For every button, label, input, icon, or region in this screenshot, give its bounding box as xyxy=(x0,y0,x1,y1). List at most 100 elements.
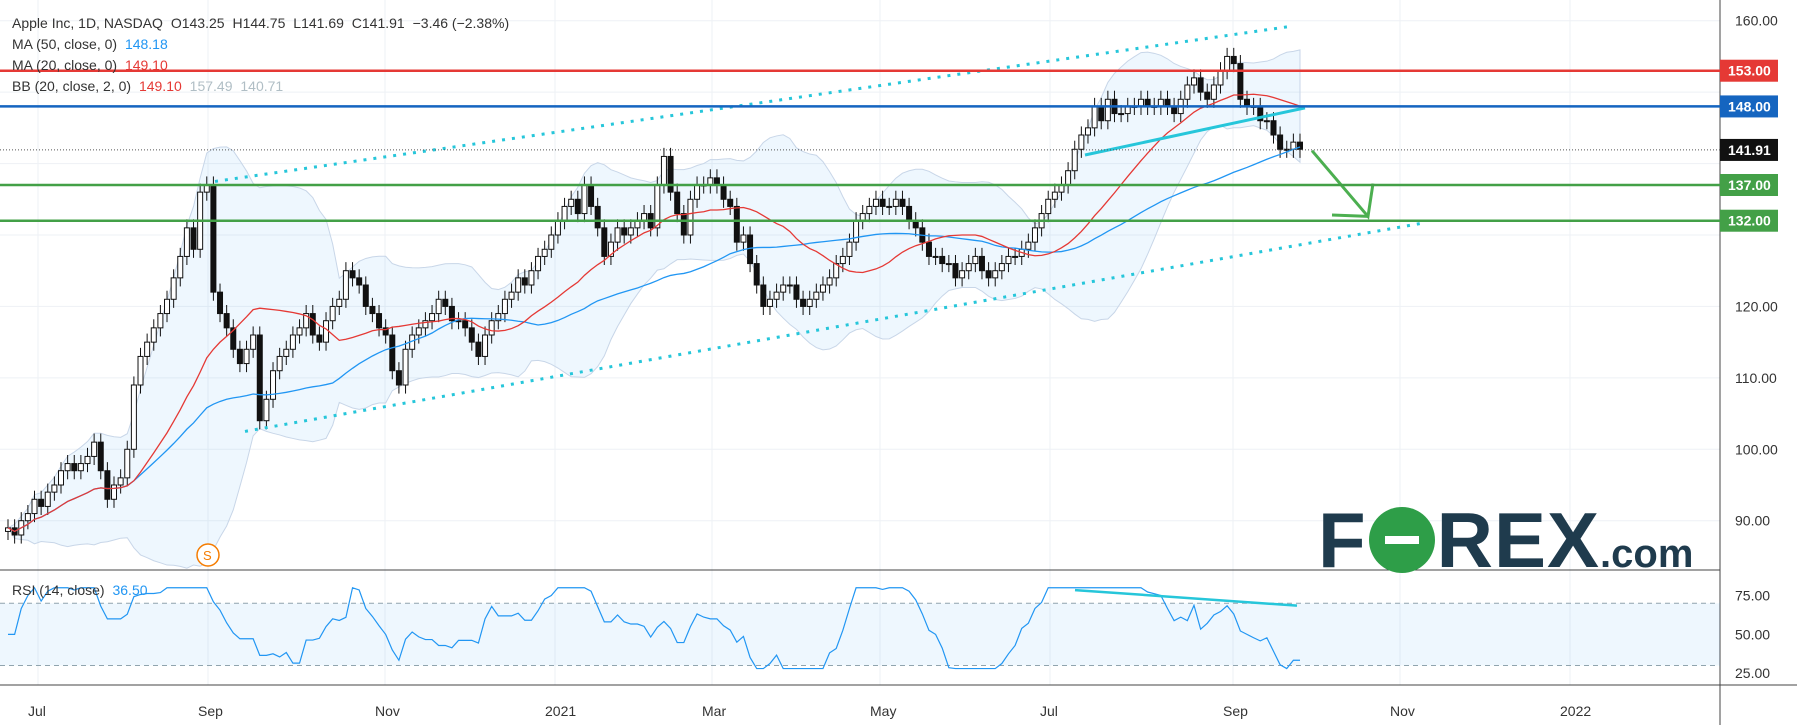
candle-body xyxy=(528,270,535,286)
candle-body xyxy=(760,284,767,307)
candle-body xyxy=(1051,191,1058,200)
candle-body xyxy=(998,263,1005,272)
bb-basis-value: 149.10 xyxy=(138,78,182,94)
event-marker-label: S xyxy=(203,548,212,563)
candle-body xyxy=(720,184,727,200)
chart-legend: Apple Inc, 1D, NASDAQ O143.25 H144.75 L1… xyxy=(12,13,513,97)
candle-body xyxy=(1045,198,1052,215)
y-tick-label: 110.00 xyxy=(1735,370,1777,386)
upper-channel-line xyxy=(214,24,1291,183)
candle-body xyxy=(1297,141,1303,150)
candle-body xyxy=(959,270,966,279)
symbol-row: Apple Inc, 1D, NASDAQ O143.25 H144.75 L1… xyxy=(12,13,513,34)
candle-body xyxy=(64,463,71,472)
candle-body xyxy=(992,270,999,279)
candle-body xyxy=(276,355,283,372)
y-tick-label: 120.00 xyxy=(1735,298,1778,314)
event-marker-icon xyxy=(196,543,220,567)
candle-body xyxy=(554,220,561,236)
candle-body xyxy=(97,441,104,472)
x-tick-label: Mar xyxy=(702,703,726,719)
candle-body xyxy=(342,270,349,300)
candle-body xyxy=(899,198,906,207)
level-tag-label: 132.00 xyxy=(1728,213,1771,229)
candle-body xyxy=(853,220,860,243)
candle-body xyxy=(44,491,51,507)
candle-body xyxy=(482,334,489,357)
candle-body xyxy=(515,277,522,293)
forecast-arrow xyxy=(1310,149,1375,220)
candle-body xyxy=(183,227,190,257)
rsi-legend[interactable]: RSI (14, close) 36.50 xyxy=(12,580,152,601)
logo-f: F xyxy=(1318,496,1367,584)
candle-body xyxy=(793,284,800,300)
candle-body xyxy=(1270,120,1277,136)
candle-body xyxy=(250,334,257,350)
rsi-divergence-line xyxy=(1074,588,1298,607)
candle-body xyxy=(786,284,793,287)
candle-body xyxy=(356,277,363,286)
candle-body xyxy=(1071,148,1078,172)
candle-body xyxy=(442,298,449,307)
bb-upper-value: 157.49 xyxy=(189,78,233,94)
candle-body xyxy=(753,263,760,286)
candle-body xyxy=(541,248,548,257)
ohlc-close: C141.91 xyxy=(351,15,405,31)
candle-body xyxy=(680,213,687,236)
ohlc-open: O143.25 xyxy=(170,15,225,31)
candle-body xyxy=(1025,241,1032,250)
candle-body xyxy=(800,298,807,307)
candle-body xyxy=(111,484,118,500)
candle-body xyxy=(230,327,237,350)
candle-body xyxy=(607,241,614,257)
candle-body xyxy=(210,184,217,293)
candle-body xyxy=(58,470,65,486)
candle-body xyxy=(303,313,310,329)
candle-body xyxy=(329,305,336,322)
y-tick-label: 90.00 xyxy=(1735,513,1770,529)
candle-body xyxy=(31,498,38,515)
candle-body xyxy=(826,277,833,286)
candle-body xyxy=(667,155,674,193)
rsi-band xyxy=(0,603,1720,666)
candle-body xyxy=(773,291,780,300)
candle-body xyxy=(780,284,787,293)
candle-body xyxy=(892,198,899,207)
level-tag-label: 137.00 xyxy=(1728,177,1771,193)
candle-body xyxy=(316,334,323,343)
candle-body xyxy=(1084,127,1091,136)
candle-body xyxy=(866,205,873,215)
candle-body xyxy=(1263,120,1270,123)
ma50-row[interactable]: MA (50, close, 0) 148.18 xyxy=(12,34,513,55)
candle-body xyxy=(130,384,137,450)
candle-body xyxy=(117,477,124,486)
candle-body xyxy=(806,298,813,307)
candle-body xyxy=(1184,84,1191,100)
candle-body xyxy=(872,198,879,207)
candle-body xyxy=(627,227,634,236)
candle-body xyxy=(1197,77,1204,93)
candle-body xyxy=(932,255,939,258)
candle-body xyxy=(906,205,913,222)
candle-body xyxy=(389,334,396,372)
ma20-row[interactable]: MA (20, close, 0) 149.10 xyxy=(12,55,513,76)
candle-body xyxy=(846,241,853,257)
candle-body xyxy=(376,313,383,329)
candle-body xyxy=(1031,227,1038,243)
candle-body xyxy=(243,348,250,365)
candle-body xyxy=(733,205,740,243)
candle-body xyxy=(939,255,946,265)
candle-body xyxy=(217,291,224,315)
candle-body xyxy=(150,327,157,343)
candle-body xyxy=(164,298,171,315)
candle-body xyxy=(77,463,84,472)
ma20-line xyxy=(7,93,1301,533)
candle-body xyxy=(1204,91,1211,100)
candle-body xyxy=(548,234,555,250)
candle-body xyxy=(535,255,542,272)
bb-row[interactable]: BB (20, close, 2, 0) 149.10 157.49 140.7… xyxy=(12,76,513,97)
candle-body xyxy=(1091,105,1098,129)
candle-body xyxy=(336,298,343,307)
candle-body xyxy=(1118,113,1125,116)
